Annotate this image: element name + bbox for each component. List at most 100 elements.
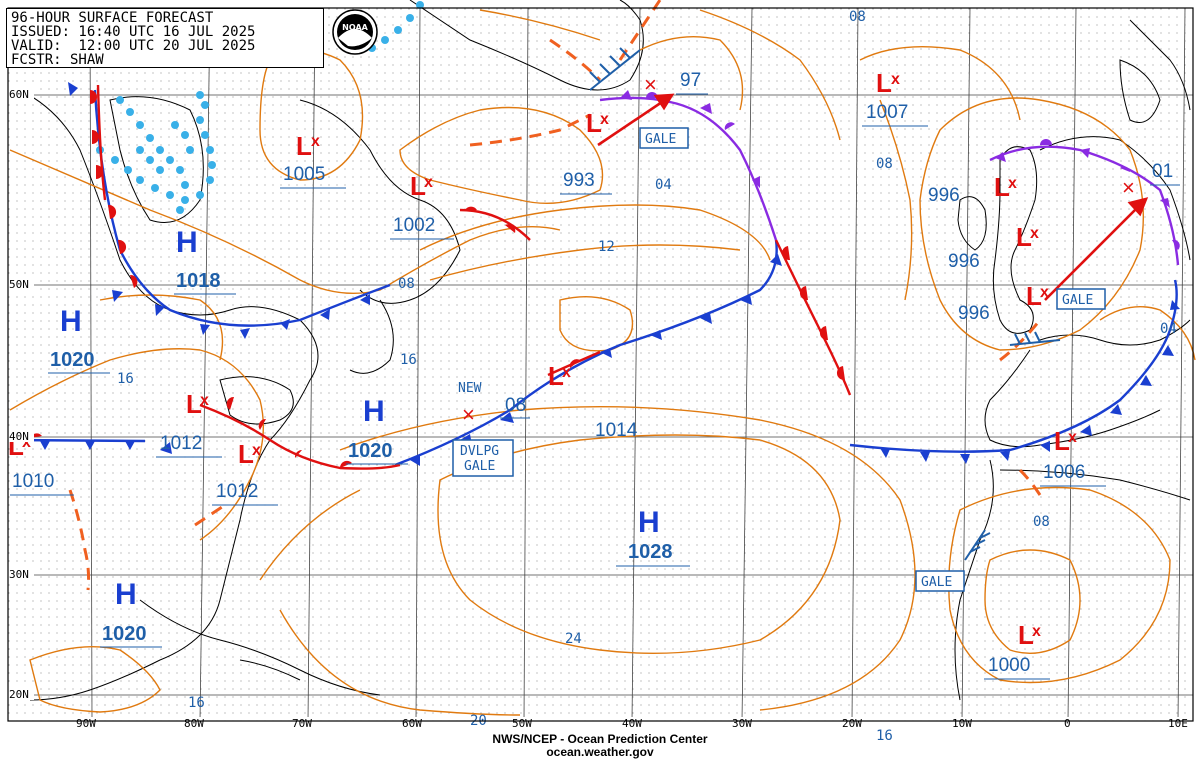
lat-label: 40N bbox=[9, 430, 29, 443]
low-value: 1012 bbox=[160, 433, 202, 454]
low-value: 996 bbox=[948, 251, 980, 272]
svg-text:x: x bbox=[22, 434, 31, 451]
svg-text:×: × bbox=[644, 72, 657, 97]
isobar-label: 16 bbox=[400, 352, 417, 368]
low-symbol: Lx bbox=[1054, 426, 1077, 456]
low-value: 1005 bbox=[283, 164, 325, 185]
svg-text:L: L bbox=[410, 171, 426, 201]
low-symbol: Lx bbox=[410, 171, 433, 201]
footer-center-name: NWS/NCEP - Ocean Prediction Center bbox=[492, 732, 708, 746]
svg-text:x: x bbox=[424, 174, 433, 191]
high-value: 1028 bbox=[628, 541, 673, 563]
noaa-logo-text: NOAA bbox=[342, 23, 368, 32]
svg-text:L: L bbox=[296, 131, 312, 161]
low-value: 1010 bbox=[12, 471, 54, 492]
high-value: 1020 bbox=[348, 440, 393, 462]
isobars bbox=[9, 9, 1196, 716]
svg-text:L: L bbox=[1018, 620, 1034, 650]
lat-lon-dot-grid bbox=[8, 8, 1193, 721]
isobar-label: 08 bbox=[849, 9, 866, 25]
wind-barbs bbox=[589, 47, 1061, 561]
forecast-title: 96-HOUR SURFACE FORECAST bbox=[11, 10, 214, 26]
high-letter: H bbox=[363, 395, 385, 428]
lon-label: 0 bbox=[1064, 717, 1071, 730]
isobar-label: 16 bbox=[117, 371, 134, 387]
svg-text:×: × bbox=[1122, 175, 1135, 200]
isobar-label: 16 bbox=[876, 728, 893, 744]
low-value: 1012 bbox=[216, 481, 258, 502]
map-border bbox=[7, 7, 1194, 722]
low-symbol: Lx bbox=[548, 361, 571, 391]
svg-text:×: × bbox=[462, 402, 475, 427]
low-value: 08 bbox=[505, 395, 526, 416]
footer-website[interactable]: ocean.weather.gov bbox=[546, 745, 654, 759]
svg-text:L: L bbox=[238, 439, 254, 469]
svg-text:x: x bbox=[600, 111, 609, 128]
svg-text:x: x bbox=[1008, 175, 1017, 192]
lon-label: 20W bbox=[842, 717, 862, 730]
lon-label: 40W bbox=[622, 717, 642, 730]
gale-warning: GALE bbox=[645, 132, 676, 147]
isobar-label: 04 bbox=[655, 177, 672, 193]
svg-text:L: L bbox=[876, 68, 892, 98]
gale-warning: GALE bbox=[921, 575, 952, 590]
high-center: H 1018 bbox=[174, 226, 236, 295]
svg-text:x: x bbox=[562, 364, 571, 381]
longitude-labels: 90W 80W 70W 60W 50W 40W 30W 20W 10W 0 10… bbox=[74, 717, 1196, 730]
lon-label: 30W bbox=[732, 717, 752, 730]
low-value: 993 bbox=[563, 170, 595, 191]
cold-fronts bbox=[9, 82, 1180, 467]
isobar-labels: 08 04 12 08 08 16 16 1014 04 08 24 20 16… bbox=[117, 9, 1177, 744]
svg-text:x: x bbox=[891, 71, 900, 88]
gale-warning: GALE bbox=[464, 459, 495, 474]
svg-text:x: x bbox=[200, 392, 209, 409]
low-symbol: Lx bbox=[1026, 281, 1049, 311]
low-value: 01 bbox=[1152, 161, 1173, 182]
forecaster: FCSTR: SHAW bbox=[11, 52, 104, 68]
high-center: H 1020 bbox=[100, 578, 162, 648]
low-value: 1000 bbox=[988, 655, 1030, 676]
svg-text:x: x bbox=[252, 442, 261, 459]
isobar-label: 16 bbox=[188, 695, 205, 711]
isobar-label: 08 bbox=[398, 276, 415, 292]
svg-text:x: x bbox=[311, 133, 320, 150]
low-value: 97 bbox=[680, 70, 701, 91]
high-letter: H bbox=[638, 506, 660, 539]
svg-text:L: L bbox=[548, 361, 564, 391]
occluded-fronts bbox=[599, 90, 1180, 266]
ice-edge bbox=[96, 1, 424, 214]
low-symbol: Lx bbox=[994, 172, 1017, 202]
svg-text:L: L bbox=[1054, 426, 1070, 456]
latitude-labels: 60N 50N 40N 30N 20N bbox=[8, 88, 34, 701]
graticule bbox=[8, 7, 1193, 722]
low-value: 1007 bbox=[866, 102, 908, 123]
high-center: H 1028 bbox=[616, 506, 690, 567]
isobar-label: 08 bbox=[1033, 514, 1050, 530]
low-value: 1002 bbox=[393, 215, 435, 236]
high-letter: H bbox=[176, 226, 198, 259]
valid-time: VALID: 12:00 UTC 20 JUL 2025 bbox=[11, 38, 256, 54]
isobar-label: 04 bbox=[1160, 321, 1177, 337]
low-symbol: Lx bbox=[586, 108, 609, 138]
svg-text:x: x bbox=[1032, 623, 1041, 640]
warning-labels: GALE GALE DVLPG GALE GALE NEW bbox=[452, 127, 1106, 592]
lat-label: 30N bbox=[9, 568, 29, 581]
lon-label: 10E bbox=[1168, 717, 1188, 730]
high-value: 1018 bbox=[176, 270, 221, 292]
high-value: 1020 bbox=[102, 623, 147, 645]
gale-warning: GALE bbox=[1062, 293, 1093, 308]
isobar-label: 24 bbox=[565, 631, 582, 647]
lon-label: 90W bbox=[76, 717, 96, 730]
forecast-low-x: × × × bbox=[462, 72, 1135, 427]
low-symbol: Lx bbox=[1016, 222, 1039, 252]
lon-label: 80W bbox=[184, 717, 204, 730]
high-letter: H bbox=[60, 305, 82, 338]
storm-track-arrows bbox=[597, 93, 1149, 301]
isobar-label: 1014 bbox=[595, 420, 638, 441]
svg-text:L: L bbox=[994, 172, 1010, 202]
svg-text:L: L bbox=[1016, 222, 1032, 252]
issued-time: ISSUED: 16:40 UTC 16 JUL 2025 bbox=[11, 24, 256, 40]
